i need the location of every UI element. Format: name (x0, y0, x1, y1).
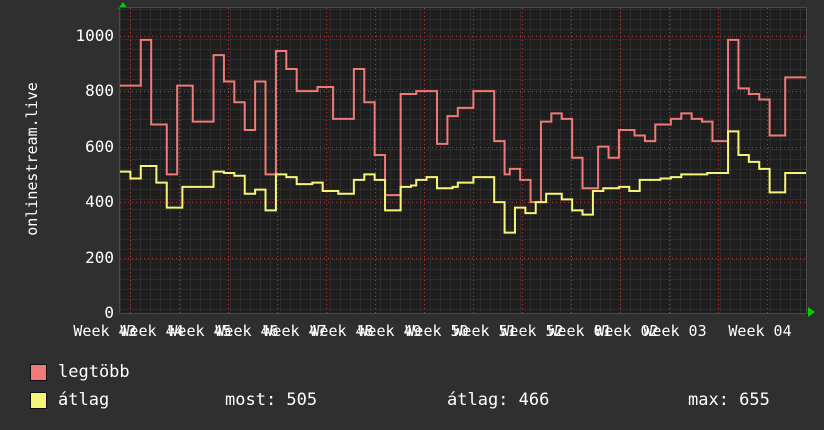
x-tick-label: Week 04 (728, 322, 792, 340)
series-lines (120, 38, 806, 234)
summary-stat: most: 505 (225, 390, 318, 410)
x-axis-tick-labels: Week 43 Week 44 Week 45 Week 46 Week 47 Week … (0, 322, 824, 344)
grid-line-vertical (473, 8, 474, 313)
grid-line-horizontal (120, 202, 806, 203)
x-tick-label: Week 01 (548, 322, 612, 340)
arrow-up-icon (118, 2, 128, 9)
y-axis-tick-labels: 0 200 400 600 800 1000 (0, 0, 114, 330)
x-tick-label: Week 52 (500, 322, 564, 340)
grid-line-vertical (571, 8, 572, 313)
arrow-right-icon (808, 307, 815, 317)
summary-stat: max: 655 (688, 390, 770, 410)
minor-grid (120, 8, 806, 313)
x-tick-label: Week 51 (453, 322, 517, 340)
grid-line-vertical (179, 8, 180, 313)
legend-color-swatch (30, 392, 47, 409)
y-tick-label: 200 (85, 247, 114, 267)
x-tick-label: Week 43 (73, 322, 137, 340)
legend-color-swatch (30, 364, 47, 381)
grid-line-vertical (669, 8, 670, 313)
x-tick-label: Week 02 (595, 322, 659, 340)
y-tick-label: 400 (85, 192, 114, 212)
y-tick-label: 0 (104, 303, 114, 322)
x-tick-label: Week 46 (215, 322, 279, 340)
grid-line-vertical (375, 8, 376, 313)
grid-line-vertical (277, 8, 278, 313)
series-line (120, 130, 806, 234)
y-tick-label: 600 (85, 136, 114, 156)
grid-line-vertical (718, 8, 719, 313)
grid-line-vertical (326, 8, 327, 313)
legend: legtöbb átlag most: 505 átlag: 466 max: 655 (0, 358, 824, 424)
grid-line-vertical (522, 8, 523, 313)
grid-line-vertical (424, 8, 425, 313)
grid-line-horizontal (120, 91, 806, 92)
x-tick-label: Week 03 (643, 322, 707, 340)
x-tick-label: Week 49 (358, 322, 422, 340)
y-tick-label: 800 (85, 81, 114, 101)
grid-line-horizontal (120, 147, 806, 148)
plot-area (120, 8, 806, 313)
grid-line-horizontal (120, 36, 806, 37)
grid-line-horizontal (120, 258, 806, 259)
legend-item-label: legtöbb (58, 362, 130, 382)
y-tick-label: 1000 (75, 25, 114, 45)
x-tick-label: Week 44 (120, 322, 184, 340)
grid-line-vertical (620, 8, 621, 313)
x-tick-label: Week 47 (263, 322, 327, 340)
x-tick-label: Week 50 (405, 322, 469, 340)
x-tick-label: Week 48 (310, 322, 374, 340)
grid-line-vertical (228, 8, 229, 313)
summary-stat: átlag: 466 (447, 390, 550, 410)
series-line (120, 38, 806, 204)
legend-item-label: átlag (58, 390, 110, 410)
x-tick-label: Week 45 (168, 322, 232, 340)
grid-line-vertical (767, 8, 768, 313)
grid-line-vertical (130, 8, 131, 313)
